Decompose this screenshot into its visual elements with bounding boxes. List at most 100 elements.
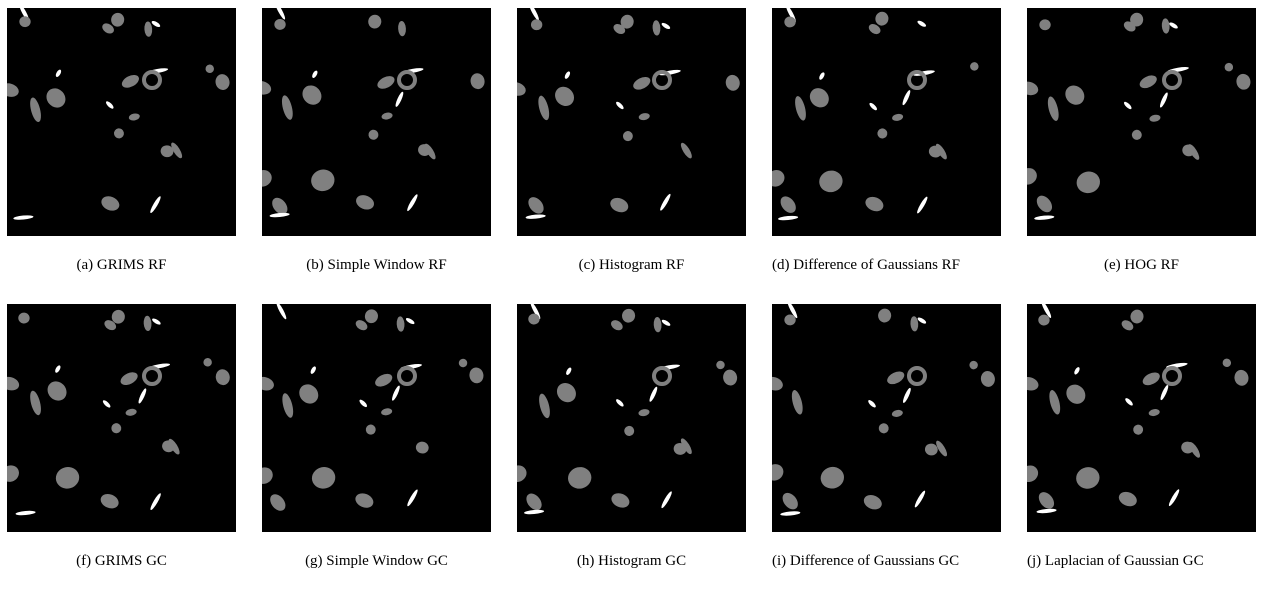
blob	[7, 81, 20, 99]
panel: (a) GRIMS RF	[7, 8, 236, 274]
blob	[525, 194, 546, 216]
blob	[262, 167, 275, 190]
blob	[661, 22, 671, 30]
blob	[149, 492, 162, 511]
panel: (b) Simple Window RF	[262, 8, 491, 274]
blob	[772, 461, 786, 484]
ring-blob	[399, 368, 415, 384]
blob	[113, 128, 125, 140]
blob	[615, 398, 625, 408]
blob	[118, 370, 139, 388]
blob	[772, 167, 787, 190]
caption: (b) Simple Window RF	[262, 256, 491, 274]
blob	[1074, 465, 1102, 491]
blob	[609, 318, 624, 332]
blob	[311, 70, 319, 79]
blob	[891, 113, 903, 122]
blob	[623, 425, 635, 437]
blob	[1159, 92, 1169, 109]
blob	[1039, 19, 1051, 31]
blob	[874, 11, 890, 27]
blob	[299, 82, 326, 109]
blob	[149, 195, 162, 214]
blob	[310, 465, 338, 491]
panel: (g) Simple Window GC	[262, 304, 491, 570]
blob	[202, 356, 214, 368]
blob	[1148, 408, 1160, 417]
blob	[151, 317, 161, 325]
blob	[660, 490, 673, 509]
blob	[724, 74, 741, 92]
blob	[806, 84, 833, 111]
blob	[878, 422, 890, 434]
blob	[1036, 489, 1057, 511]
blob	[868, 102, 878, 112]
blob	[877, 128, 889, 140]
blob	[7, 462, 22, 485]
blob	[780, 511, 800, 517]
blob	[415, 440, 430, 454]
blob	[537, 393, 552, 420]
blob	[877, 307, 893, 323]
blob	[1027, 375, 1040, 393]
blob	[622, 130, 634, 142]
blob	[15, 510, 35, 516]
segmentation-image	[7, 8, 236, 236]
blob	[353, 491, 375, 511]
caption: (i) Difference of Gaussians GC	[772, 552, 1001, 570]
blob	[1161, 18, 1170, 34]
ring-blob	[1164, 368, 1180, 384]
blob	[817, 168, 845, 194]
blob	[818, 71, 826, 80]
blob	[1149, 114, 1161, 123]
blob	[862, 492, 884, 512]
blob	[1061, 82, 1088, 109]
blob	[275, 304, 288, 320]
blob	[609, 491, 631, 511]
blob	[615, 101, 625, 111]
blob	[659, 193, 672, 212]
blob	[523, 491, 544, 513]
panel: (j) Laplacian of Gaussian GC	[1027, 304, 1256, 570]
blob	[280, 392, 295, 419]
blob	[1131, 129, 1143, 141]
caption: (d) Difference of Gaussians RF	[772, 256, 1001, 274]
blob	[1159, 384, 1169, 401]
blob	[608, 195, 630, 215]
blob	[1124, 397, 1134, 407]
segmentation-image	[1027, 304, 1256, 532]
blob	[111, 422, 123, 434]
blob	[1168, 21, 1178, 29]
blob	[517, 80, 527, 98]
blob	[354, 193, 376, 213]
blob	[394, 91, 404, 108]
blob	[638, 112, 650, 121]
blob	[405, 317, 415, 325]
blob	[468, 366, 485, 384]
blob	[381, 112, 393, 121]
segmentation-image	[517, 304, 746, 532]
blob	[913, 490, 926, 509]
blob	[28, 390, 43, 417]
blob	[18, 312, 30, 324]
blob	[524, 509, 544, 515]
blob	[528, 8, 541, 21]
blob	[565, 367, 573, 376]
blob	[1036, 508, 1056, 514]
blob	[536, 95, 551, 122]
blob	[916, 196, 929, 215]
blob	[885, 369, 906, 387]
blob	[365, 424, 377, 436]
segmentation-image	[262, 8, 491, 236]
blob	[105, 100, 115, 110]
blob	[151, 20, 161, 28]
blob	[793, 95, 808, 122]
blob	[891, 409, 903, 418]
panel: (c) Histogram RF	[517, 8, 746, 274]
blob	[867, 399, 877, 409]
blob	[566, 465, 594, 491]
blob	[917, 316, 927, 324]
caption: (j) Laplacian of Gaussian GC	[1027, 552, 1256, 570]
blob	[367, 14, 383, 30]
page: (a) GRIMS RF (b) Simple Window RF (c) Hist…	[0, 0, 1274, 589]
